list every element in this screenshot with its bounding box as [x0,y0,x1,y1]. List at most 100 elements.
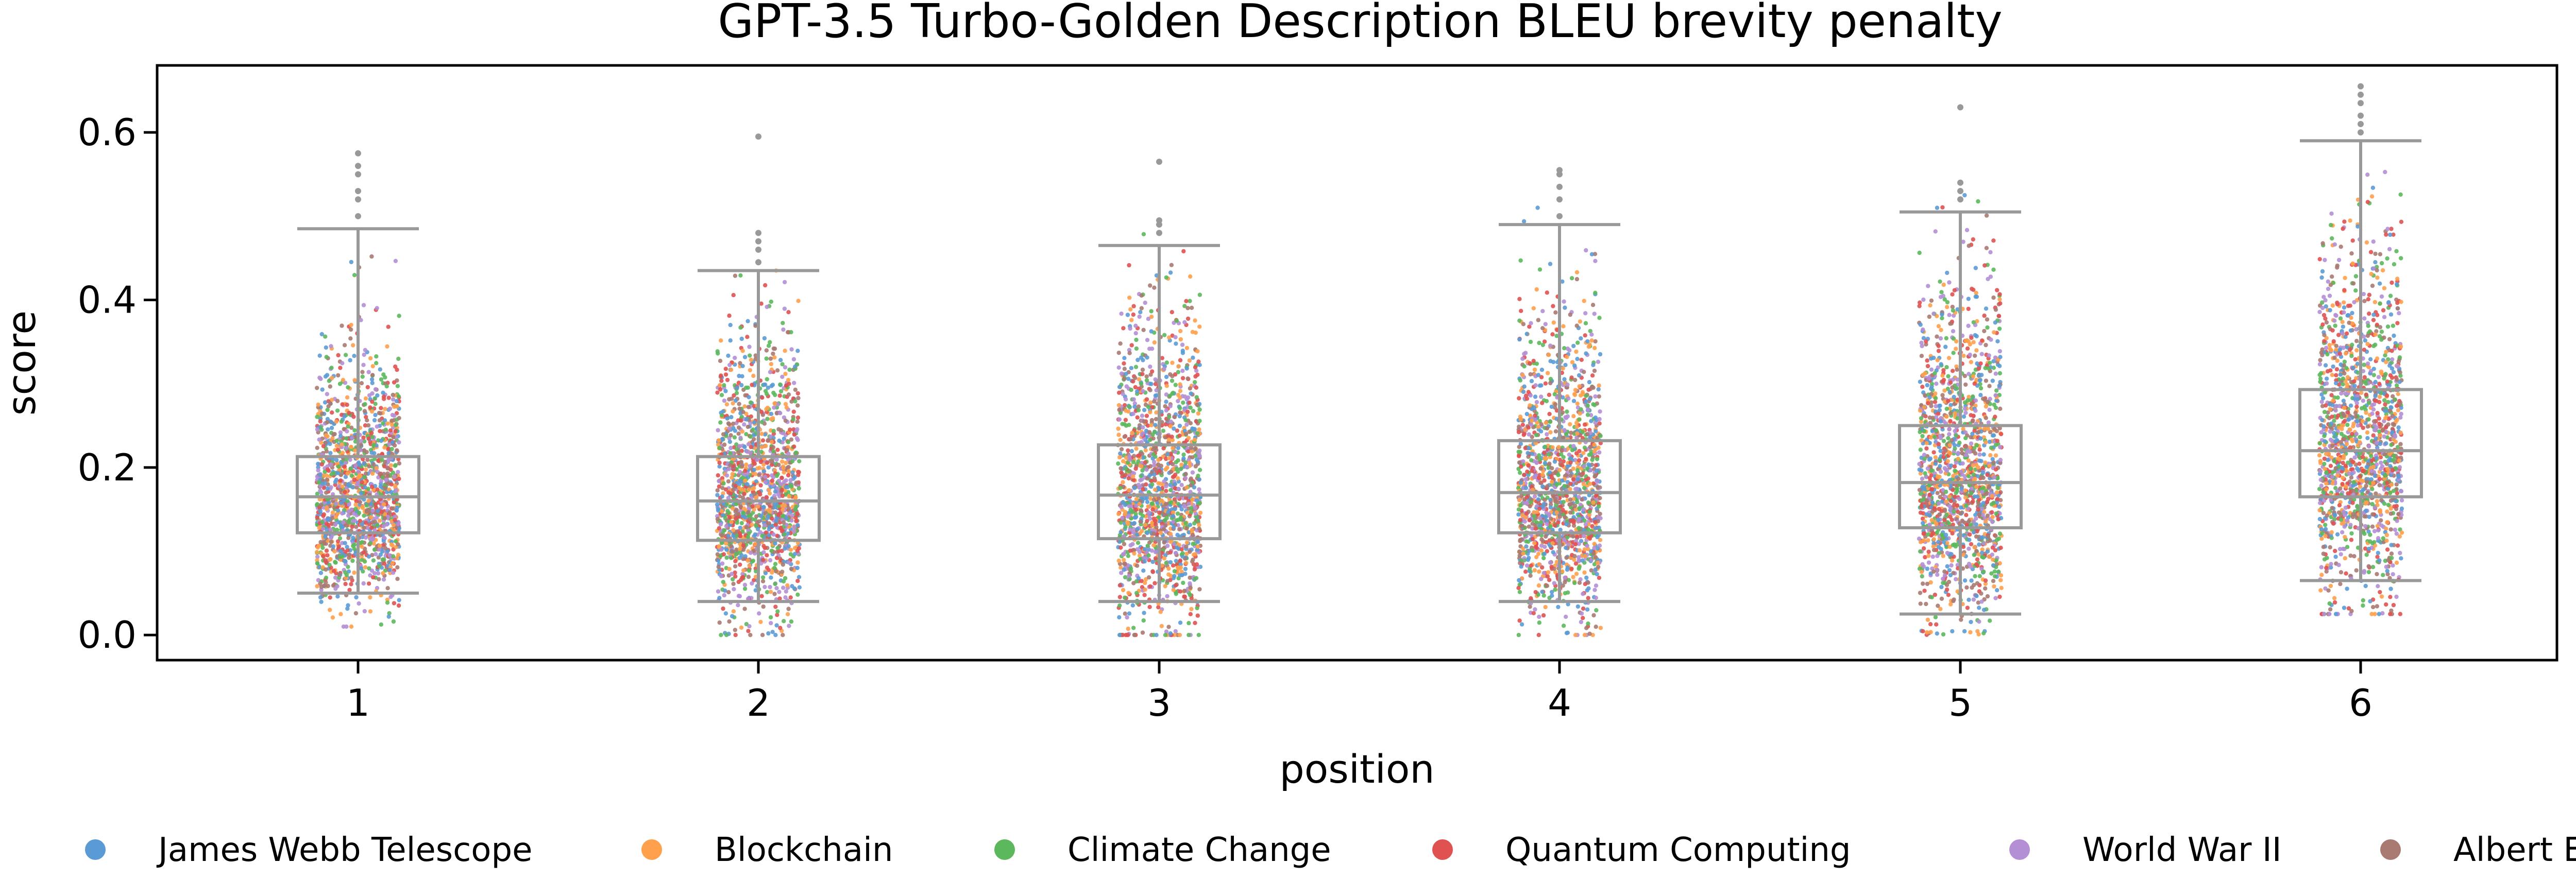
strip-point [379,377,384,382]
strip-point [1131,304,1136,308]
strip-point [1189,506,1194,510]
strip-point [786,473,791,478]
strip-point [1119,470,1124,475]
strip-point [748,400,753,405]
strip-point [340,451,345,455]
strip-point [1164,484,1168,489]
strip-point [352,570,357,575]
strip-point [1127,488,1131,493]
strip-point [736,512,741,516]
strip-point [1142,408,1147,412]
strip-point [1130,542,1135,546]
strip-point [762,523,767,528]
strip-point [1137,314,1142,319]
strip-point [726,533,731,538]
strip-point [395,577,400,581]
strip-point [1197,407,1202,412]
strip-point [1170,360,1175,365]
strip-point [376,475,381,480]
strip-point [351,519,355,523]
strip-point [370,364,375,369]
strip-point [793,387,798,392]
strip-point [378,553,383,557]
strip-point [728,463,733,468]
strip-point [326,427,330,432]
strip-point [359,439,364,443]
strip-point [769,575,773,580]
strip-point [1119,447,1124,452]
strip-point [744,462,749,467]
strip-point [328,384,332,389]
strip-point [766,465,771,470]
strip-point [1194,562,1199,567]
strip-point [797,459,802,463]
strip-point [369,515,374,520]
strip-point [768,356,773,361]
strip-point [382,418,387,423]
strip-point [336,471,341,475]
strip-point [1173,629,1178,634]
strip-point [1116,461,1121,466]
strip-point [773,522,778,527]
strip-point [397,416,401,421]
strip-point [1117,417,1122,422]
strip-point [1147,347,1152,351]
strip-point [1168,500,1173,505]
strip-point [338,548,343,554]
strip-point [390,440,395,445]
strip-point [1164,374,1169,379]
strip-point [1151,497,1157,502]
strip-point [1120,515,1125,521]
strip-point [768,370,773,374]
strip-point [388,463,394,468]
strip-point [1184,526,1189,531]
strip-point [1117,407,1122,412]
strip-point [1116,351,1121,355]
strip-point [725,377,730,383]
strip-point [1167,393,1172,398]
strip-point [1171,390,1176,395]
strip-point [1195,431,1200,436]
strip-point [1520,422,1525,427]
strip-point [737,546,742,551]
strip-point [361,581,366,586]
strip-point [1168,550,1173,555]
strip-point [364,450,369,455]
strip-point [320,387,325,392]
strip-point [354,595,359,600]
strip-point [1145,499,1150,504]
strip-point [781,327,786,332]
strip-point [725,416,730,421]
strip-point [729,544,734,548]
strip-point [760,558,766,562]
strip-point [740,374,744,378]
strip-point [338,501,344,505]
strip-point [717,596,722,600]
strip-point [1173,450,1178,454]
strip-point [393,258,398,263]
strip-point [343,460,348,465]
strip-point [1153,446,1157,451]
strip-point [1121,480,1125,485]
strip-point [772,401,777,406]
strip-point [1173,482,1178,487]
strip-point [325,477,330,482]
strip-point [348,327,353,332]
strip-point [1138,478,1143,482]
strip-point [763,480,768,485]
strip-point [781,633,785,637]
strip-point [1143,300,1147,305]
strip-point [1574,421,1579,425]
strip-point [380,457,384,462]
strip-point [765,405,770,410]
strip-point [1536,583,1541,588]
strip-point [771,346,776,351]
strip-point [791,417,795,422]
strip-point [369,254,374,259]
strip-point [1139,382,1144,386]
strip-point [320,520,325,525]
strip-point [1195,540,1200,544]
strip-point [1146,510,1151,515]
strip-point [1536,318,1540,322]
strip-point [732,587,736,592]
